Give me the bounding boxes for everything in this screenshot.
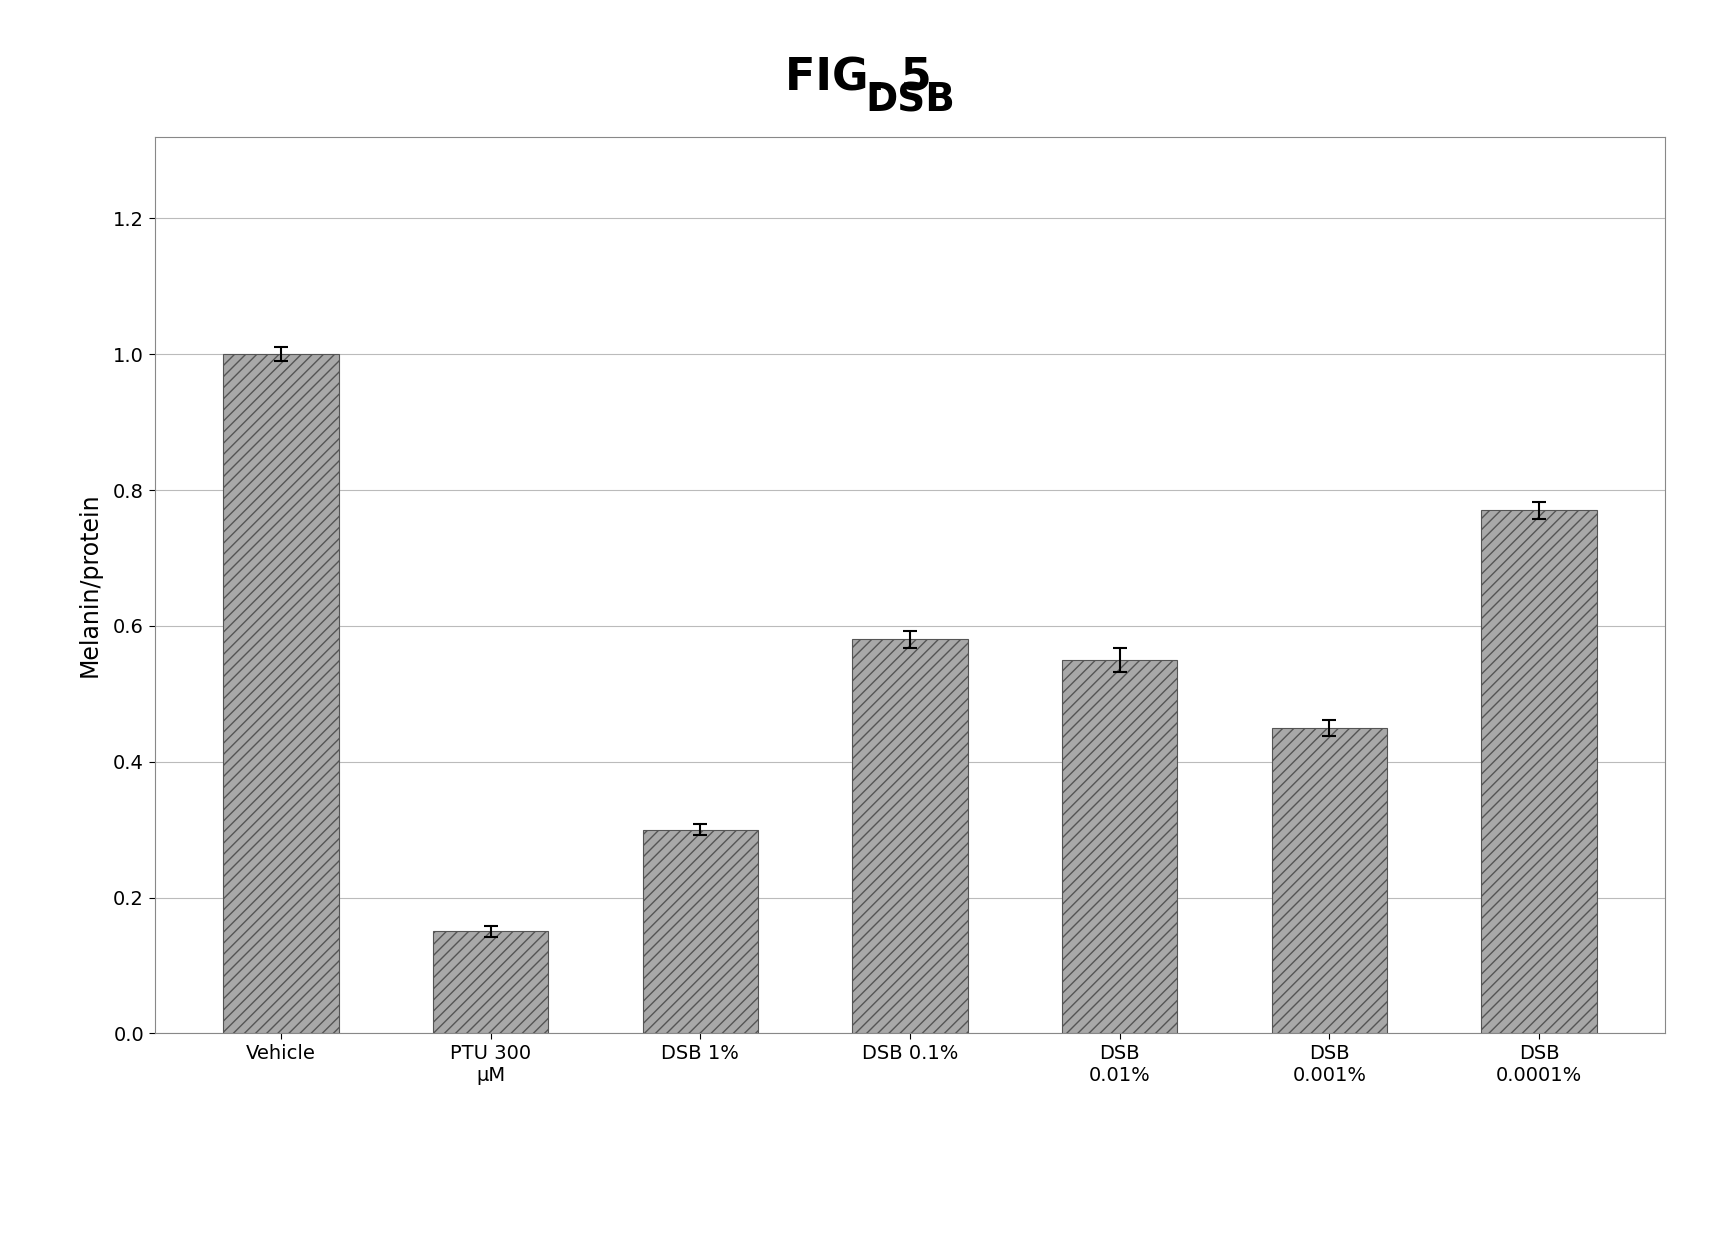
Y-axis label: Melanin/protein: Melanin/protein — [77, 493, 101, 677]
Bar — [1482, 510, 1597, 1033]
Bar — [1272, 728, 1387, 1033]
Text: FIG. 5: FIG. 5 — [785, 56, 932, 100]
Bar — [852, 640, 968, 1033]
Bar — [433, 931, 548, 1033]
Title: DSB: DSB — [865, 82, 955, 120]
Bar — [1063, 660, 1178, 1033]
Bar — [642, 829, 757, 1033]
Bar — [223, 355, 338, 1033]
